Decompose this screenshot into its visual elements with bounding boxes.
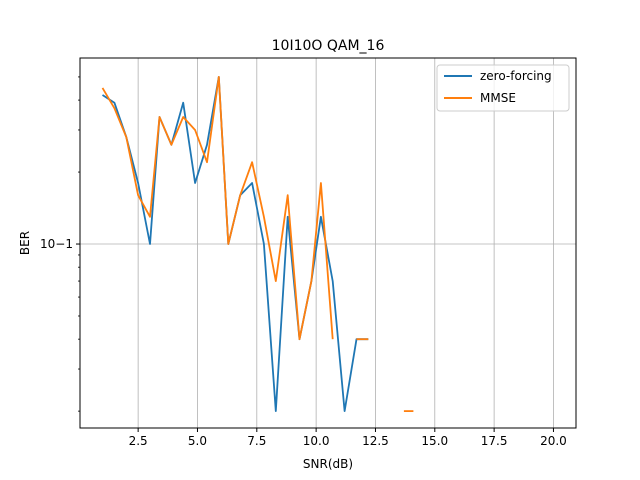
x-axis-label: SNR(dB): [303, 457, 353, 471]
legend: zero-forcing MMSE: [436, 64, 570, 112]
x-axis-ticks: 2.5 5.0 7.5 10.0 12.5 15.0 17.5 20.0: [129, 428, 567, 448]
x-tick-label: 5.0: [188, 434, 207, 448]
x-tick-label: 20.0: [540, 434, 567, 448]
x-tick-label: 10.0: [303, 434, 330, 448]
y-axis-label: BER: [18, 231, 32, 255]
y-axis-ticks: 10−1: [40, 76, 80, 412]
x-tick-label: 12.5: [362, 434, 389, 448]
chart-title: 10I10O QAM_16: [272, 38, 385, 54]
series-line-mmse: [101, 76, 334, 341]
series-layer: [101, 76, 414, 412]
legend-label-zero-forcing: zero-forcing: [480, 69, 552, 83]
x-tick-label: 17.5: [481, 434, 508, 448]
x-tick-label: 2.5: [129, 434, 148, 448]
x-tick-label: 7.5: [247, 434, 266, 448]
x-tick-label: 15.0: [421, 434, 448, 448]
y-tick-label: 10−1: [40, 237, 73, 251]
grid: [80, 58, 576, 428]
plot-frame: [79, 57, 577, 429]
legend-label-mmse: MMSE: [480, 91, 516, 105]
